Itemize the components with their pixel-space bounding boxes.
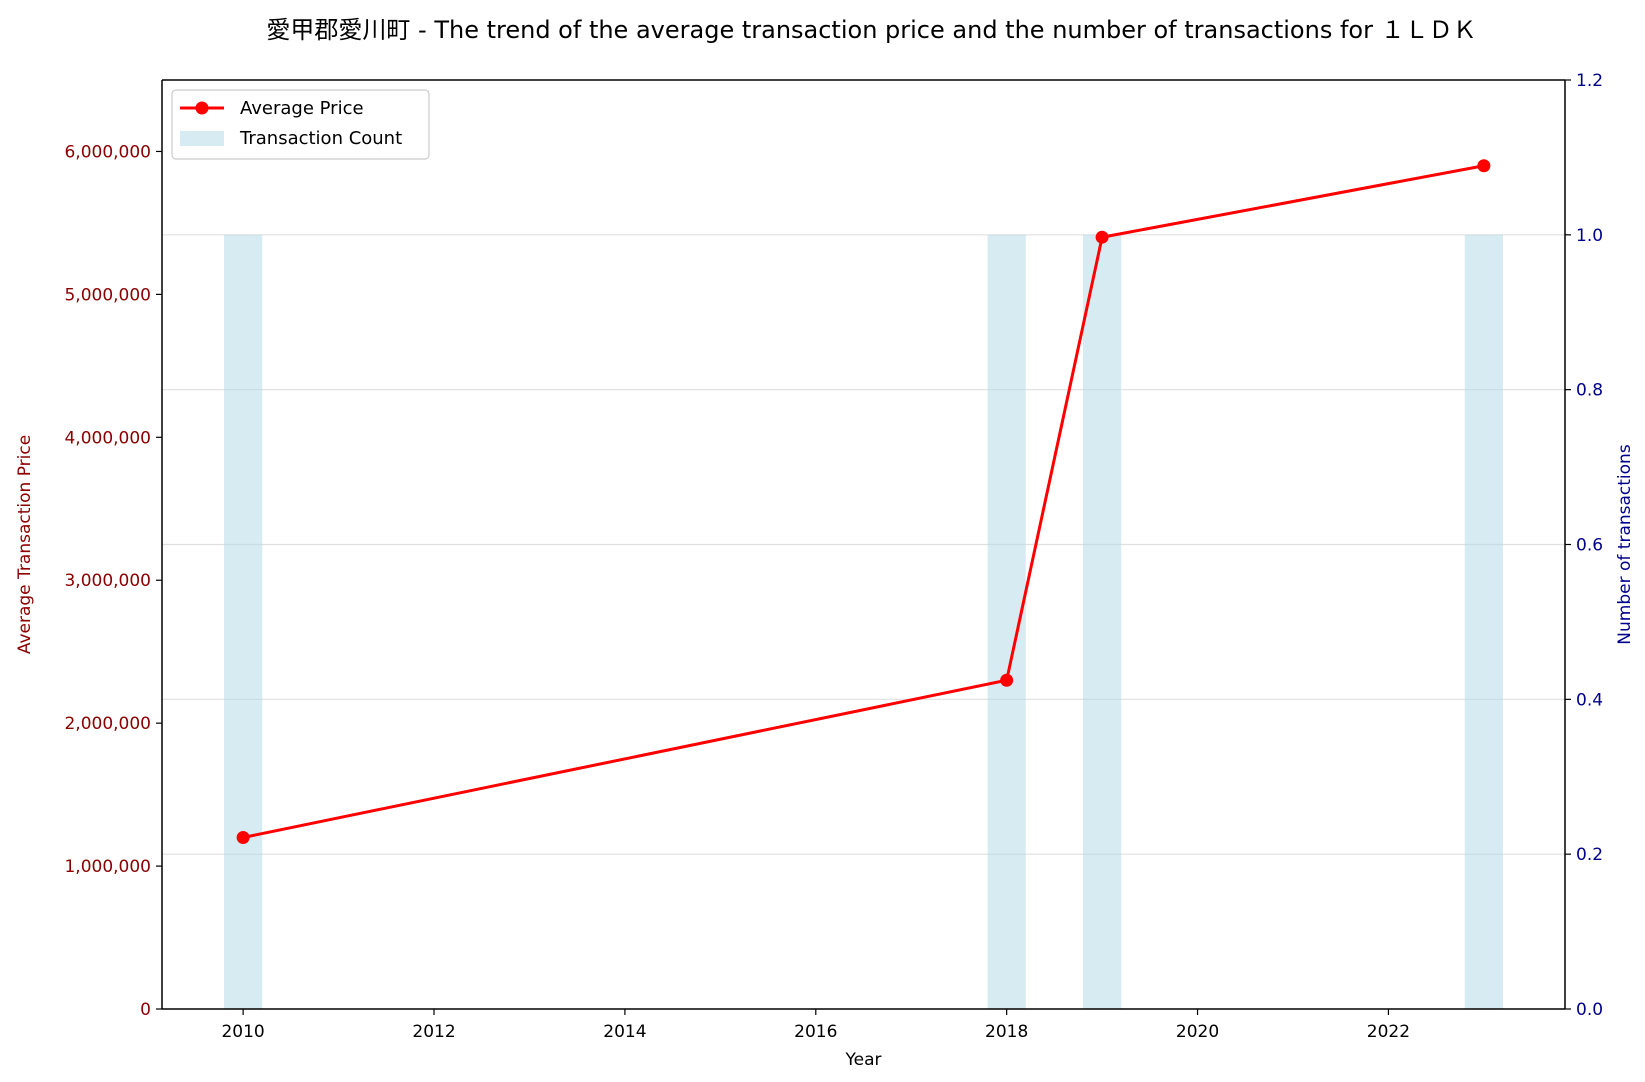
y-left-tick-label: 0	[140, 1000, 151, 1020]
y-left-tick-label: 6,000,000	[64, 142, 151, 162]
axis-layer: 2010 2012 2014 2016 2018 2020 2022 0 1,000,000 2,…	[64, 71, 1603, 1042]
x-tick-label: 2022	[1367, 1022, 1410, 1042]
bar-layer	[224, 234, 1503, 1010]
chart-title: 愛甲郡愛川町 - The trend of the average transa…	[266, 16, 1476, 44]
average-price-point	[1000, 673, 1014, 687]
x-tick-label: 2016	[794, 1022, 837, 1042]
y-right-tick-label: 1.2	[1576, 71, 1603, 91]
y-left-tick-label: 5,000,000	[64, 285, 151, 305]
legend-bar-swatch	[180, 131, 224, 146]
transaction-count-bar	[224, 234, 263, 1010]
y-left-tick-label: 3,000,000	[64, 571, 151, 591]
average-price-point	[1095, 230, 1109, 244]
y-left-tick-label: 2,000,000	[64, 714, 151, 734]
legend-bar-label: Transaction Count	[239, 128, 402, 149]
average-price-point	[236, 830, 250, 844]
y-left-tick-label: 1,000,000	[64, 857, 151, 877]
average-price-line	[242, 164, 1485, 839]
x-axis-title: Year	[845, 1050, 882, 1070]
x-tick-label: 2018	[985, 1022, 1028, 1042]
y-left-tick-label: 4,000,000	[64, 428, 151, 448]
x-tick-label: 2020	[1176, 1022, 1219, 1042]
y-right-tick-label: 0.4	[1576, 690, 1603, 710]
legend-line-label: Average Price	[240, 98, 364, 119]
y-right-tick-label: 0.2	[1576, 845, 1603, 865]
y-left-axis-title: Average Transaction Price	[15, 435, 35, 654]
grid-layer	[162, 234, 1565, 855]
transaction-count-bar	[1464, 234, 1503, 1010]
y-right-axis-title: Number of transactions	[1615, 444, 1635, 645]
legend-line-marker	[195, 101, 209, 115]
y-right-tick-label: 0.0	[1576, 1000, 1603, 1020]
average-price-point	[1477, 159, 1491, 173]
x-tick-label: 2014	[603, 1022, 646, 1042]
x-tick-label: 2010	[221, 1022, 264, 1042]
y-right-tick-label: 1.0	[1576, 226, 1603, 246]
line-layer	[236, 159, 1491, 844]
y-right-tick-label: 0.8	[1576, 381, 1603, 401]
x-tick-label: 2012	[412, 1022, 455, 1042]
transaction-count-bar	[1083, 234, 1122, 1010]
y-right-tick-label: 0.6	[1576, 536, 1603, 556]
legend-box	[171, 89, 430, 160]
legend: Average Price Transaction Count	[171, 89, 430, 160]
